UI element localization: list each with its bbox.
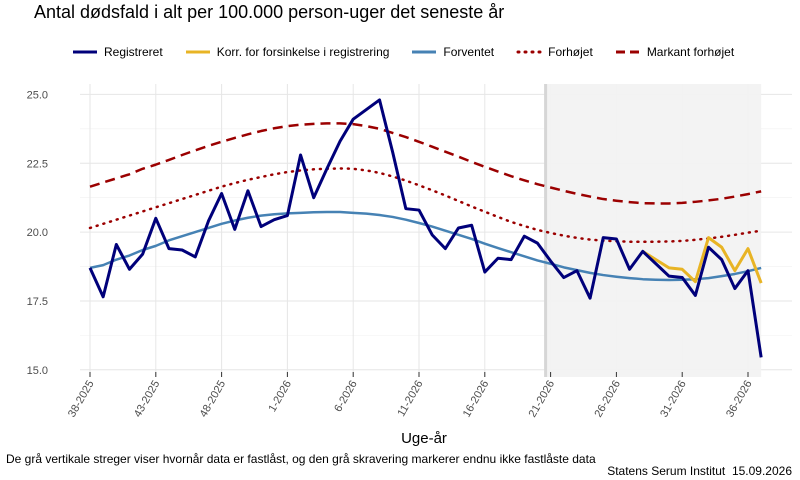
source-line: Statens Serum Institut 15.09.2026 [607,464,792,478]
series-lines [88,98,763,358]
legend-item-forventet: Forventet [411,45,494,59]
footnote: De grå vertikale streger viser hvornår d… [6,452,596,466]
x-tick-label: 43-2025 [132,379,163,420]
chart-title: Antal dødsfald i alt per 100.000 person-… [34,2,505,22]
legend-label-forventet: Forventet [443,45,495,59]
x-tick-label: 1-2026 [266,379,294,415]
series-line-4 [89,122,762,205]
x-tick-label: 21-2026 [527,379,558,420]
legend-swatch-forhojet [516,50,543,54]
y-tick-label: 17.5 [27,296,48,308]
legend-item-registreret: Registreret [72,45,163,59]
legend-swatch-korr [185,50,210,54]
y-tick-label: 20.0 [27,227,48,239]
x-tick-label: 48-2025 [198,379,229,420]
x-axis-title: Uge-år [401,430,447,447]
x-tick-label: 11-2026 [395,379,425,419]
legend-item-forhojet: Forhøjet [516,45,593,59]
y-tick-label: 25.0 [27,89,48,101]
x-tick-label: 38-2025 [66,379,97,420]
publish-date: 15.09.2026 [731,464,792,478]
source-name: Statens Serum Institut [607,464,726,478]
unlocked-data-shading [544,84,762,377]
series-line-0 [88,98,763,358]
y-tick-label: 15.0 [27,365,48,377]
shaded-region [545,84,762,377]
legend-label-markant: Markant forhøjet [646,45,735,59]
y-tick-label: 22.5 [27,158,48,170]
legend-swatch-forventet [412,50,437,54]
legend: Registreret Korr. for forsinkelse i regi… [72,42,756,62]
x-tick-label: 26-2026 [592,379,623,420]
legend-swatch-registreret [73,50,97,54]
legend-label-registreret: Registreret [104,45,163,59]
legend-swatch-markant [615,50,640,54]
x-tick-label: 16-2026 [461,379,492,420]
y-axis: 15.0 17.5 20.0 22.5 25.0 [27,89,48,376]
series-line-1 [641,236,763,284]
legend-item-korr: Korr. for forsinkelse i registrering [185,45,390,59]
legend-label-forhojet: Forhøjet [548,45,593,59]
x-axis: 38-2025 43-2025 48-2025 1-2026 6-2026 11-2026… [66,372,755,419]
x-tick-label: 31-2026 [658,379,689,420]
x-tick-label: 6-2026 [332,379,360,415]
legend-label-korr: Korr. for forsinkelse i registrering [216,45,390,59]
x-tick-label: 36-2026 [724,379,755,420]
legend-item-markant: Markant forhøjet [615,45,734,59]
